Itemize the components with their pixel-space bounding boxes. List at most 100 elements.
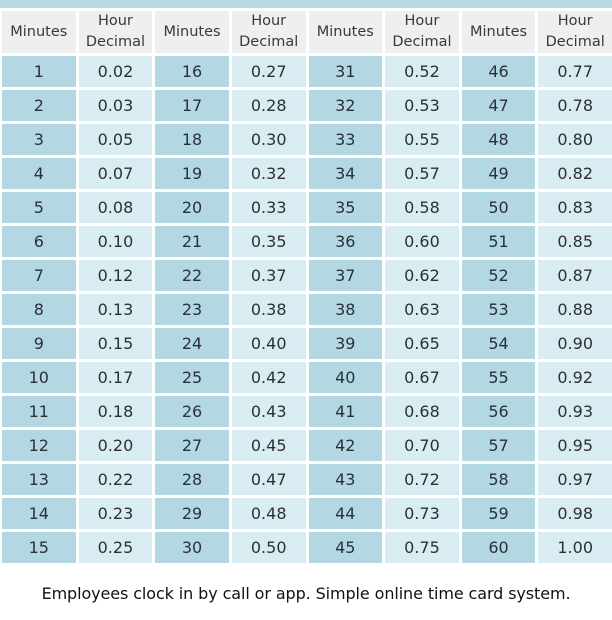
hour-decimal-cell: 0.32 (231, 158, 306, 189)
minutes-cell: 33 (308, 124, 383, 155)
hour-decimal-cell: 0.77 (538, 56, 612, 87)
hour-decimal-cell: 0.92 (538, 362, 612, 393)
hour-decimal-cell: 0.72 (385, 464, 459, 495)
minutes-cell: 20 (155, 192, 229, 223)
header-label-line1: Hour (557, 13, 593, 29)
minutes-cell: 17 (155, 90, 229, 121)
hour-decimal-cell: 0.53 (385, 90, 459, 121)
minutes-cell: 18 (155, 124, 229, 155)
header-label-line1: Hour (251, 13, 287, 29)
hour-decimal-cell: 0.38 (231, 294, 306, 325)
hour-decimal-cell: 0.63 (385, 294, 459, 325)
header-label-line1: Hour (97, 13, 133, 29)
header-hour-decimal: Hour Decimal (538, 11, 612, 53)
hour-decimal-cell: 0.25 (78, 532, 153, 563)
hour-decimal-cell: 0.40 (231, 328, 306, 359)
minutes-cell: 1 (2, 56, 76, 87)
header-minutes: Minutes (2, 11, 76, 53)
minutes-cell: 13 (2, 464, 76, 495)
hour-decimal-cell: 0.58 (385, 192, 459, 223)
header-label-line1: Minutes (470, 23, 528, 40)
hour-decimal-cell: 0.22 (78, 464, 153, 495)
minutes-cell: 25 (155, 362, 229, 393)
header-label-line1: Minutes (316, 23, 374, 40)
minutes-cell: 30 (155, 532, 229, 563)
minutes-cell: 29 (155, 498, 229, 529)
hour-decimal-cell: 0.20 (78, 430, 153, 461)
minutes-cell: 36 (308, 226, 383, 257)
hour-decimal-cell: 0.10 (78, 226, 153, 257)
minutes-cell: 57 (461, 430, 536, 461)
hour-decimal-cell: 0.07 (78, 158, 153, 189)
hour-decimal-cell: 1.00 (538, 532, 612, 563)
hour-decimal-cell: 0.93 (538, 396, 612, 427)
minutes-cell: 32 (308, 90, 383, 121)
hour-decimal-cell: 0.73 (385, 498, 459, 529)
minutes-cell: 59 (461, 498, 536, 529)
minutes-cell: 53 (461, 294, 536, 325)
hour-decimal-cell: 0.83 (538, 192, 612, 223)
hour-decimal-cell: 0.67 (385, 362, 459, 393)
minutes-cell: 4 (2, 158, 76, 189)
minutes-cell: 28 (155, 464, 229, 495)
minutes-cell: 24 (155, 328, 229, 359)
hour-decimal-cell: 0.23 (78, 498, 153, 529)
hour-decimal-cell: 0.17 (78, 362, 153, 393)
minutes-cell: 46 (461, 56, 536, 87)
minutes-cell: 56 (461, 396, 536, 427)
minutes-cell: 14 (2, 498, 76, 529)
hour-decimal-cell: 0.70 (385, 430, 459, 461)
minutes-cell: 10 (2, 362, 76, 393)
minutes-cell: 34 (308, 158, 383, 189)
minutes-cell: 47 (461, 90, 536, 121)
hour-decimal-cell: 0.27 (231, 56, 306, 87)
hour-decimal-cell: 0.80 (538, 124, 612, 155)
minutes-cell: 27 (155, 430, 229, 461)
header-hour-decimal: Hour Decimal (78, 11, 153, 53)
minutes-cell: 44 (308, 498, 383, 529)
minutes-cell: 5 (2, 192, 76, 223)
hour-decimal-cell: 0.78 (538, 90, 612, 121)
header-label-line2: Decimal (392, 34, 452, 50)
hour-decimal-cell: 0.02 (78, 56, 153, 87)
hour-decimal-cell: 0.97 (538, 464, 612, 495)
minutes-cell: 3 (2, 124, 76, 155)
header-minutes: Minutes (308, 11, 383, 53)
minutes-cell: 11 (2, 396, 76, 427)
header-hour-decimal: Hour Decimal (231, 11, 306, 53)
minutes-cell: 43 (308, 464, 383, 495)
hour-decimal-cell: 0.03 (78, 90, 153, 121)
minutes-cell: 54 (461, 328, 536, 359)
minutes-cell: 7 (2, 260, 76, 291)
hour-decimal-cell: 0.65 (385, 328, 459, 359)
hour-decimal-cell: 0.50 (231, 532, 306, 563)
hour-decimal-cell: 0.08 (78, 192, 153, 223)
hour-decimal-cell: 0.42 (231, 362, 306, 393)
header-minutes: Minutes (155, 11, 229, 53)
minutes-cell: 38 (308, 294, 383, 325)
minutes-cell: 49 (461, 158, 536, 189)
hour-decimal-cell: 0.75 (385, 532, 459, 563)
header-label-line1: Hour (404, 13, 440, 29)
header-minutes: Minutes (461, 11, 536, 53)
hour-decimal-cell: 0.30 (231, 124, 306, 155)
caption: Employees clock in by call or app. Simpl… (41, 584, 571, 603)
hour-decimal-cell: 0.37 (231, 260, 306, 291)
minutes-cell: 40 (308, 362, 383, 393)
minutes-cell: 15 (2, 532, 76, 563)
hour-decimal-cell: 0.82 (538, 158, 612, 189)
minutes-cell: 12 (2, 430, 76, 461)
hour-decimal-cell: 0.52 (385, 56, 459, 87)
minutes-cell: 31 (308, 56, 383, 87)
hour-decimal-cell: 0.28 (231, 90, 306, 121)
minutes-cell: 48 (461, 124, 536, 155)
minutes-cell: 35 (308, 192, 383, 223)
hour-decimal-cell: 0.48 (231, 498, 306, 529)
minutes-cell: 16 (155, 56, 229, 87)
hour-decimal-cell: 0.18 (78, 396, 153, 427)
hour-decimal-cell: 0.62 (385, 260, 459, 291)
header-hour-decimal: Hour Decimal (385, 11, 459, 53)
hour-decimal-cell: 0.43 (231, 396, 306, 427)
minutes-cell: 42 (308, 430, 383, 461)
hour-decimal-cell: 0.95 (538, 430, 612, 461)
